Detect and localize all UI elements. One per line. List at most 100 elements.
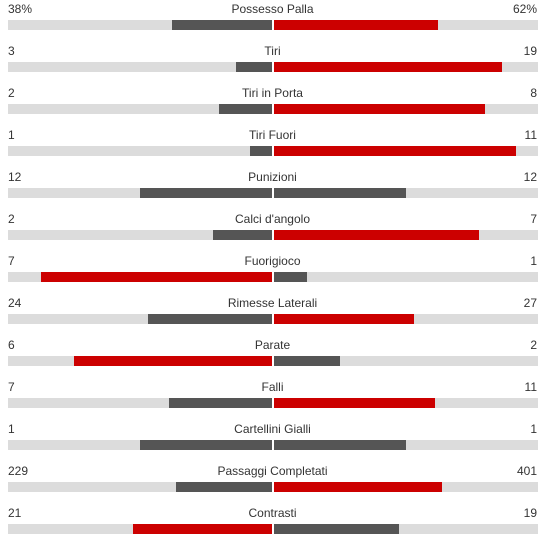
stat-label: Tiri — [264, 44, 281, 58]
stat-home-value: 6 — [8, 338, 15, 352]
stat-away-bar-track — [274, 62, 538, 72]
stat-row-rimesse-laterali: 24 Rimesse Laterali 27 — [0, 294, 545, 336]
stat-away-bar-track — [274, 482, 538, 492]
stat-away-value: 19 — [523, 506, 537, 520]
stat-home-bar-track — [8, 482, 272, 492]
stat-home-bar-track — [8, 62, 272, 72]
stat-home-bar-track — [8, 188, 272, 198]
stat-away-value: 62% — [512, 2, 537, 16]
stat-home-value: 12 — [8, 170, 22, 184]
stat-away-value: 19 — [523, 44, 537, 58]
stat-label: Calci d'angolo — [234, 212, 310, 226]
stat-home-bar-track — [8, 146, 272, 156]
stat-home-value: 1 — [8, 422, 15, 436]
stat-away-bar-track — [274, 398, 538, 408]
stat-row-parate: 6 Parate 2 — [0, 336, 545, 378]
stat-home-bar-track — [8, 356, 272, 366]
stat-home-bar-track — [8, 524, 272, 534]
stat-home-value: 7 — [8, 254, 15, 268]
stat-home-bar-fill — [133, 524, 272, 534]
stat-row-contrasti: 21 Contrasti 19 — [0, 504, 545, 546]
stat-away-value: 1 — [530, 422, 537, 436]
stat-home-value: 7 — [8, 380, 15, 394]
stat-row-tiri-fuori: 1 Tiri Fuori 11 — [0, 126, 545, 168]
stat-away-bar-fill — [274, 524, 399, 534]
stat-away-bar-fill — [274, 20, 438, 30]
stat-row-punizioni: 12 Punizioni 12 — [0, 168, 545, 210]
stat-label: Possesso Palla — [231, 2, 314, 16]
stat-home-value: 24 — [8, 296, 22, 310]
stat-away-bar-track — [274, 440, 538, 450]
stat-away-value: 1 — [530, 254, 537, 268]
stat-away-bar-fill — [274, 146, 516, 156]
stat-away-value: 2 — [530, 338, 537, 352]
stat-home-bar-track — [8, 20, 272, 30]
stat-away-bar-fill — [274, 230, 479, 240]
stat-home-bar-fill — [140, 440, 272, 450]
stat-away-bar-track — [274, 356, 538, 366]
stat-label: Tiri Fuori — [249, 128, 296, 142]
stat-home-bar-fill — [236, 62, 272, 72]
stat-home-bar-fill — [140, 188, 272, 198]
stat-home-bar-fill — [74, 356, 272, 366]
stat-label: Falli — [261, 380, 284, 394]
stat-home-bar-fill — [176, 482, 272, 492]
stat-row-fuorigioco: 7 Fuorigioco 1 — [0, 252, 545, 294]
stat-away-bar-fill — [274, 314, 414, 324]
stat-label: Cartellini Gialli — [234, 422, 311, 436]
stat-home-bar-fill — [172, 20, 272, 30]
stat-label: Rimesse Laterali — [227, 296, 318, 310]
stat-away-bar-track — [274, 314, 538, 324]
stat-away-bar-track — [274, 188, 538, 198]
stat-label: Parate — [254, 338, 291, 352]
stat-home-value: 3 — [8, 44, 15, 58]
stat-away-bar-fill — [274, 440, 406, 450]
stat-away-bar-track — [274, 104, 538, 114]
stat-away-value: 11 — [524, 128, 537, 142]
stat-away-value: 8 — [530, 86, 537, 100]
stat-home-value: 38% — [8, 2, 33, 16]
stat-away-bar-fill — [274, 104, 485, 114]
stat-away-bar-track — [274, 272, 538, 282]
stat-away-bar-fill — [274, 62, 502, 72]
stat-away-bar-fill — [274, 482, 442, 492]
stat-home-bar-track — [8, 104, 272, 114]
stat-home-bar-fill — [250, 146, 272, 156]
stat-home-bar-track — [8, 398, 272, 408]
stat-row-falli: 7 Falli 11 — [0, 378, 545, 420]
stat-away-bar-fill — [274, 356, 340, 366]
stat-home-bar-track — [8, 314, 272, 324]
stat-away-bar-track — [274, 524, 538, 534]
stat-label: Contrasti — [248, 506, 297, 520]
stat-away-bar-track — [274, 230, 538, 240]
stat-home-bar-fill — [148, 314, 272, 324]
stat-home-value: 21 — [8, 506, 22, 520]
stat-home-bar-fill — [169, 398, 272, 408]
stat-home-bar-fill — [41, 272, 272, 282]
stat-away-value: 7 — [530, 212, 537, 226]
stat-home-bar-fill — [213, 230, 272, 240]
stat-row-tiri-in-porta: 2 Tiri in Porta 8 — [0, 84, 545, 126]
stat-away-value: 12 — [523, 170, 537, 184]
stat-home-bar-fill — [219, 104, 272, 114]
stat-home-value: 2 — [8, 212, 15, 226]
stat-home-value: 229 — [8, 464, 29, 478]
stat-row-cartellini-gialli: 1 Cartellini Gialli 1 — [0, 420, 545, 462]
stat-away-bar-track — [274, 146, 538, 156]
stat-home-value: 2 — [8, 86, 15, 100]
stat-away-value: 27 — [523, 296, 537, 310]
stat-away-bar-fill — [274, 398, 435, 408]
stat-away-bar-track — [274, 20, 538, 30]
stat-home-value: 1 — [8, 128, 15, 142]
stat-home-bar-track — [8, 230, 272, 240]
stat-away-value: 11 — [524, 380, 537, 394]
stat-label: Fuorigioco — [244, 254, 301, 268]
stat-row-passaggi-completati: 229 Passaggi Completati 401 — [0, 462, 545, 504]
stat-home-bar-track — [8, 272, 272, 282]
stat-away-value: 401 — [516, 464, 537, 478]
stat-home-bar-track — [8, 440, 272, 450]
stat-row-calci-d-angolo: 2 Calci d'angolo 7 — [0, 210, 545, 252]
stat-row-tiri: 3 Tiri 19 — [0, 42, 545, 84]
stat-away-bar-fill — [274, 272, 307, 282]
